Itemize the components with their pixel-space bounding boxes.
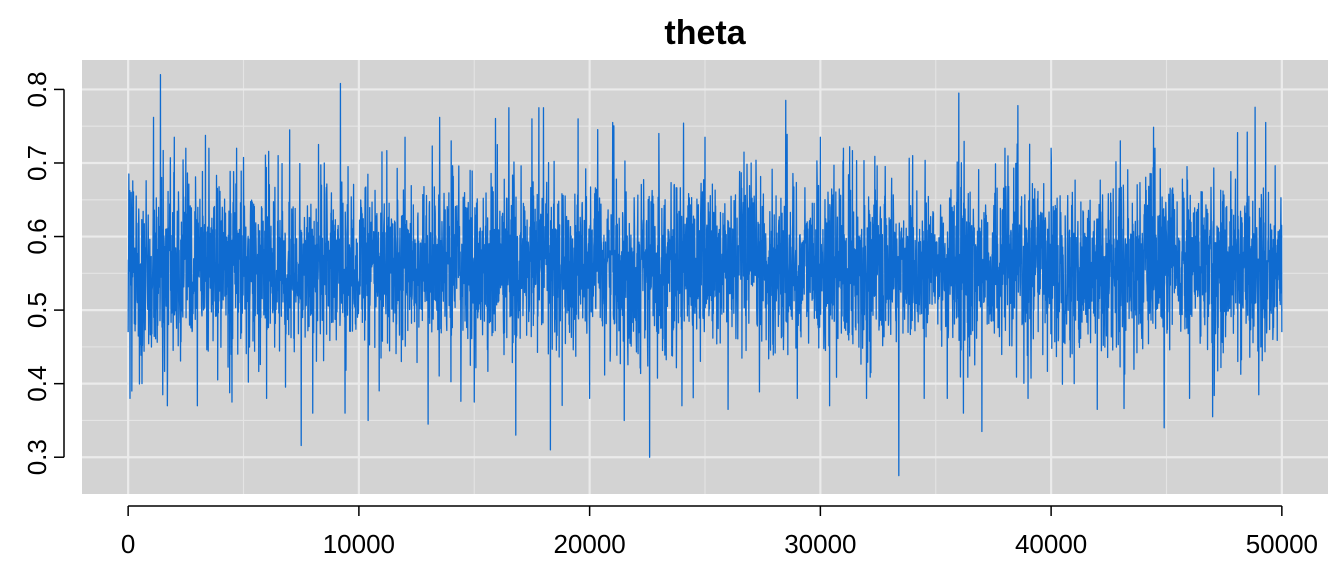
x-tick-label: 10000 bbox=[323, 529, 395, 559]
chart-title: theta bbox=[664, 14, 746, 52]
x-tick-label: 20000 bbox=[553, 529, 625, 559]
x-tick-label: 0 bbox=[121, 529, 135, 559]
y-tick-label: 0.5 bbox=[22, 292, 52, 328]
x-axis: 0 10000 20000 30000 40000 50000 bbox=[121, 505, 1318, 559]
y-axis: 0.3 0.4 0.5 0.6 0.7 0.8 bbox=[22, 71, 65, 475]
x-tick-label: 50000 bbox=[1246, 529, 1318, 559]
theta-trace-line bbox=[127, 74, 1283, 477]
y-tick-label: 0.3 bbox=[22, 439, 52, 475]
trace-series bbox=[127, 74, 1283, 477]
y-tick-label: 0.6 bbox=[22, 218, 52, 254]
y-tick-label: 0.4 bbox=[22, 366, 52, 402]
x-tick-label: 30000 bbox=[784, 529, 856, 559]
y-tick-label: 0.8 bbox=[22, 71, 52, 107]
x-tick-label: 40000 bbox=[1015, 529, 1087, 559]
y-tick-label: 0.7 bbox=[22, 145, 52, 181]
